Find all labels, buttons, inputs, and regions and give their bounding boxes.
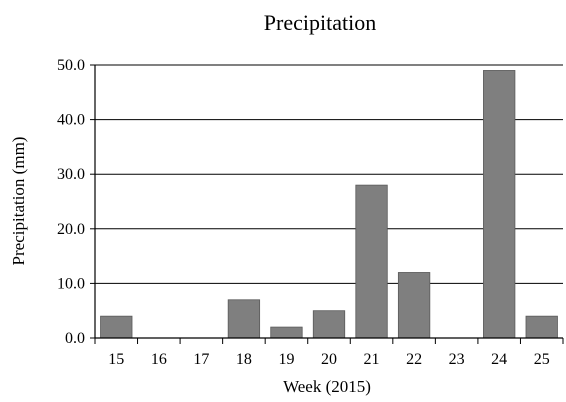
y-tick-label: 10.0 [57,275,85,292]
x-tick-label: 24 [491,351,507,368]
bar-week-15 [100,315,133,339]
bars [100,70,558,339]
y-tick-labels: 0.0 10.0 20.0 30.0 40.0 50.0 [57,57,85,347]
chart-title: Precipitation [264,10,376,35]
y-axis-label: Precipitation (mm) [9,137,28,266]
x-tick-label: 18 [236,351,252,368]
bar-week-18 [227,299,261,339]
bar-week-25 [525,315,558,339]
y-tick-label: 40.0 [57,112,85,129]
bar-week-22 [397,272,431,339]
y-tick-label: 50.0 [57,57,85,74]
x-tick-label: 21 [364,351,380,368]
bar-week-21 [355,184,388,339]
axes [90,64,564,344]
bar-week-24 [483,70,516,339]
x-tick-label: 23 [449,351,465,368]
x-tick-label: 25 [534,351,550,368]
x-tick-label: 16 [151,351,167,368]
y-tick-label: 30.0 [57,166,85,183]
y-tick-label: 20.0 [57,221,85,238]
x-tick-label: 19 [278,351,294,368]
bar-week-19 [270,326,303,339]
x-tick-label: 22 [406,351,422,368]
x-tick-label: 20 [321,351,337,368]
x-tick-label: 15 [108,351,124,368]
x-axis-label: Week (2015) [283,377,371,396]
x-tick-labels: 15 16 17 18 19 20 21 22 23 24 25 [108,351,549,368]
x-tick-label: 17 [193,351,209,368]
bar-week-20 [312,310,346,339]
y-tick-label: 0.0 [65,330,85,347]
